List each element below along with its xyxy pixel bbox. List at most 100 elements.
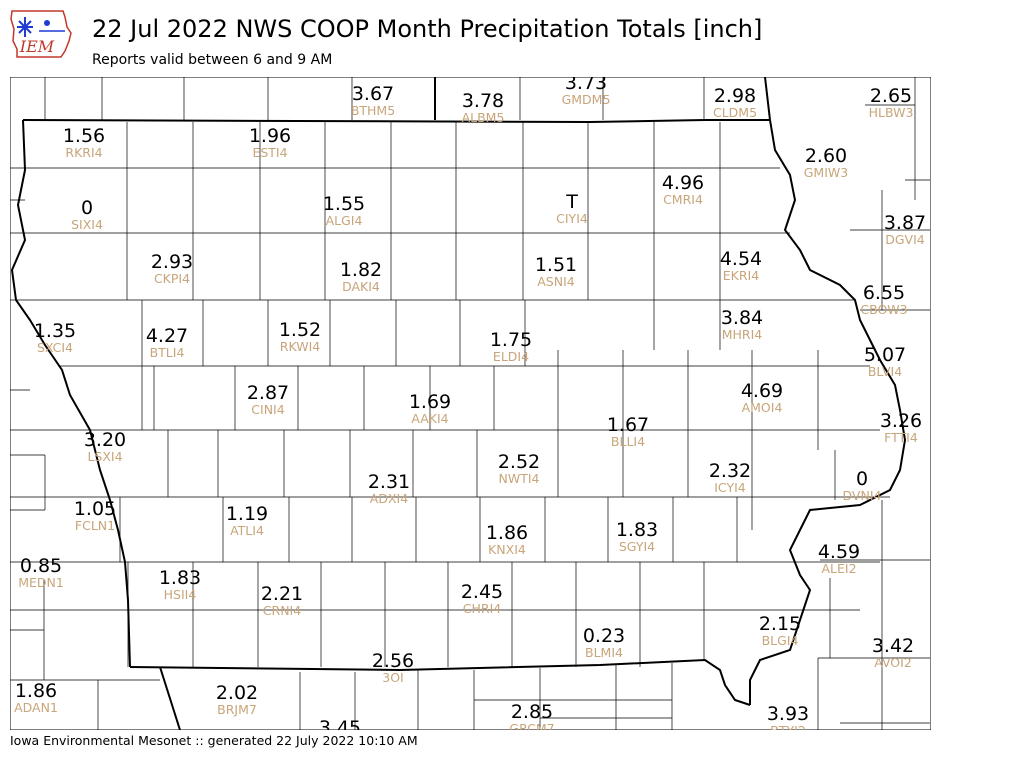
station-id: BTHM5 <box>351 103 395 118</box>
station-id: ATLI4 <box>230 523 264 538</box>
station-value: 2.45 <box>461 581 503 603</box>
station-id: GRCM7 <box>509 721 554 730</box>
station-id: BLMI4 <box>585 645 623 660</box>
station-value: 1.67 <box>607 414 649 436</box>
station-unnamed-51: 3.45 <box>319 717 361 730</box>
station-value: 1.83 <box>616 519 658 541</box>
station-value: 1.82 <box>340 259 382 281</box>
station-value: 0.23 <box>583 625 625 647</box>
station-value: 4.69 <box>741 380 783 402</box>
station-value: 3.84 <box>721 307 763 329</box>
station-value: 3.42 <box>872 635 914 657</box>
station-value: 1.83 <box>159 567 201 589</box>
station-value: 3.45 <box>319 717 361 730</box>
station-id: GMIW3 <box>804 165 848 180</box>
station-value: 3.78 <box>462 90 504 112</box>
station-value: 1.19 <box>226 503 268 525</box>
station-value: 2.31 <box>368 471 410 493</box>
station-id: ELDI4 <box>493 349 529 364</box>
station-id: ALBM5 <box>462 110 505 125</box>
station-id: ALGI4 <box>326 213 363 228</box>
footer-credit: Iowa Environmental Mesonet :: generated … <box>10 733 418 748</box>
station-value: 2.32 <box>709 460 751 482</box>
station-id: CLDM5 <box>713 105 757 120</box>
station-value: 4.96 <box>662 172 704 194</box>
station-value: 3.93 <box>767 703 809 725</box>
station-id: FTTI4 <box>884 430 918 445</box>
station-value: 0 <box>81 197 93 219</box>
station-value: 2.56 <box>372 650 414 672</box>
station-value: 1.51 <box>535 254 577 276</box>
station-value: 2.52 <box>498 451 540 473</box>
state-boundaries <box>10 77 907 730</box>
station-value: 3.20 <box>84 429 126 451</box>
station-id: BTYI2 <box>770 723 806 730</box>
station-value: 2.85 <box>511 701 553 723</box>
station-id: SIXI4 <box>71 217 103 232</box>
station-id: CRNI4 <box>263 603 301 618</box>
station-id: LSXI4 <box>87 449 122 464</box>
station-value: 1.86 <box>486 522 528 544</box>
station-id: GMDM5 <box>562 92 611 107</box>
station-BTYI2: 3.93BTYI2 <box>767 703 809 730</box>
station-id: RKWI4 <box>280 339 320 354</box>
map-subtitle: Reports valid between 6 and 9 AM <box>92 52 333 68</box>
station-id: DAKI4 <box>342 279 380 294</box>
station-value: 1.52 <box>279 319 321 341</box>
station-id: AVOI2 <box>874 655 912 670</box>
station-value: 0 <box>856 468 868 490</box>
station-id: CKPI4 <box>154 271 190 286</box>
station-id: ASNI4 <box>537 274 575 289</box>
map-title: 22 Jul 2022 NWS COOP Month Precipitation… <box>92 15 763 43</box>
station-value: 3.73 <box>565 77 607 94</box>
station-id: ALEI2 <box>821 561 856 576</box>
station-id: BTLI4 <box>150 345 185 360</box>
station-value: 2.98 <box>714 85 756 107</box>
station-id: FCLN1 <box>75 518 115 533</box>
station-id: CINI4 <box>251 402 284 417</box>
station-id: CIYI4 <box>556 211 588 226</box>
station-value: 4.54 <box>720 248 762 270</box>
station-id: CMRI4 <box>663 192 703 207</box>
county-boundaries <box>10 77 930 730</box>
station-id: MEDN1 <box>18 575 64 590</box>
station-id: EKRI4 <box>723 268 759 283</box>
station-id: BRJM7 <box>217 702 257 717</box>
station-id: HLBW3 <box>869 105 914 120</box>
station-id: BLLI4 <box>611 434 645 449</box>
station-value: 1.55 <box>323 193 365 215</box>
station-value: 2.65 <box>870 85 912 107</box>
station-value: 1.96 <box>249 125 291 147</box>
station-id: DVNI4 <box>843 488 882 503</box>
station-id: MHRI4 <box>722 327 763 342</box>
station-value: 2.87 <box>247 382 289 404</box>
station-id: HSII4 <box>164 587 197 602</box>
station-id: AMOI4 <box>742 400 783 415</box>
